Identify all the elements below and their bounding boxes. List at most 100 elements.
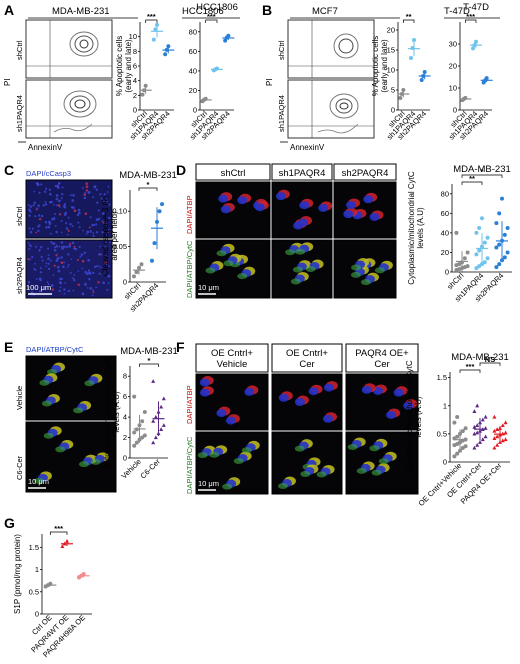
chart-d: 020406080shCtrlsh1PAQR4sh2PAQR4Cytoplasm… (407, 164, 512, 304)
y-tick-label: 20 (189, 86, 197, 95)
data-point (465, 250, 470, 255)
data-point (460, 429, 465, 434)
y-tick-label: 0 (123, 278, 127, 287)
data-point (143, 83, 148, 88)
data-point (454, 230, 459, 235)
y-tick-label: 10 (387, 66, 395, 75)
data-point (455, 451, 460, 456)
y-axis-label: Cleaved caspase-3 (%area per field) (101, 196, 119, 276)
panel-c-stain: DAPI/cCasp3 (26, 169, 71, 178)
chart-a2: 020406080shCtrlsh1PAQR4sh2PAQR4HCC1806**… (188, 2, 238, 142)
panel-b-label: B (262, 2, 272, 18)
y-tick-label: 30 (449, 40, 457, 49)
data-point (422, 70, 427, 74)
panel-f-row1: DAPI/ATBP (185, 385, 194, 424)
y-tick-label: 6 (133, 62, 137, 71)
panel-c-label: C (4, 162, 14, 178)
panel-d-cells (205, 189, 393, 286)
significance-bracket (479, 362, 501, 366)
data-point (152, 241, 157, 246)
data-point (500, 423, 505, 428)
panel-a-row2: sh1PAQR4 (15, 95, 24, 132)
y-tick-label: 10 (449, 84, 457, 93)
data-point (495, 442, 500, 447)
y-tick-label: 4 (133, 76, 137, 85)
data-point (465, 264, 470, 269)
panel-f-row2: DAPI/ATBP/CytC (185, 436, 194, 494)
y-tick-label: 0 (193, 106, 197, 115)
panel-b-flow-title: MCF7 (312, 6, 338, 17)
x-tick-label: C6-Cer (138, 457, 162, 481)
data-point (500, 196, 504, 201)
data-point (134, 440, 139, 445)
chart-title: MDA-MB-231 (119, 170, 177, 181)
data-point (151, 379, 156, 383)
data-point (500, 438, 505, 443)
data-point (492, 414, 497, 419)
data-point (492, 445, 497, 450)
data-point (226, 33, 231, 38)
data-point (463, 444, 468, 449)
panel-c-speckles (26, 182, 111, 297)
y-axis-label: S1P (pmol/mg protein) (13, 534, 22, 614)
data-point (132, 430, 137, 435)
data-point (419, 78, 424, 82)
data-point (398, 96, 403, 100)
panel-b-flow-ylabel: PI (265, 78, 274, 86)
data-point (166, 44, 171, 49)
data-point (505, 226, 510, 230)
data-point (502, 255, 507, 260)
panel-b-plot2-title: T-47D (444, 6, 470, 17)
data-point (475, 430, 480, 435)
y-tick-label: 0 (445, 268, 449, 277)
significance-bracket (49, 531, 68, 535)
data-point (472, 409, 477, 413)
panel-d-col3: sh2PAQR4 (342, 168, 389, 179)
data-point (477, 226, 482, 230)
data-point (485, 235, 490, 240)
significance-label: * (147, 180, 150, 189)
data-point (161, 396, 166, 401)
significance-label: NS (485, 355, 495, 364)
y-tick-label: 0 (453, 106, 457, 115)
panel-d-row2: DAPI/ATBP/CytC (185, 240, 194, 298)
data-point (155, 22, 159, 27)
panel-d-label: D (176, 162, 186, 178)
panel-c-row1: shCtrl (15, 206, 24, 226)
data-point (140, 92, 145, 97)
panel-f-cells (197, 376, 418, 490)
panel-f-label: F (176, 339, 185, 355)
y-tick-label: 0.5 (29, 587, 39, 596)
y-tick-label: 1 (443, 401, 447, 410)
data-point (134, 270, 139, 275)
panel-f-col-headers (195, 343, 419, 373)
data-point (497, 211, 502, 216)
data-point (474, 266, 479, 271)
data-point (503, 420, 508, 425)
data-point (139, 262, 144, 267)
y-tick-label: 80 (189, 27, 197, 36)
data-point (492, 436, 497, 440)
data-point (159, 404, 164, 409)
panel-a-flow-ylabel: PI (3, 78, 12, 86)
data-point (463, 426, 468, 431)
panel-a-flow-title: MDA-MB-231 (52, 6, 110, 17)
significance-label: *** (207, 12, 216, 21)
y-tick-label: 60 (189, 47, 197, 56)
panel-a-plot2-title: HCC1806 (182, 6, 224, 17)
panel-b-flow-xlabel: AnnexinV (290, 143, 325, 152)
data-point (452, 420, 457, 425)
y-axis-label: Cytoplasmic/mitochondrial CytClevels (A.… (405, 360, 423, 474)
panel-e-stain: DAPI/ATBP/CytC (26, 345, 84, 354)
data-point (472, 431, 477, 436)
data-point (471, 46, 476, 51)
data-point (482, 240, 487, 245)
data-point (409, 56, 414, 60)
data-point (474, 252, 479, 257)
data-point (478, 440, 482, 444)
data-point (132, 443, 137, 448)
data-point (153, 414, 158, 419)
y-tick-label: 0 (123, 454, 127, 463)
panel-f-col3: PAQR4 OE+ Cer (355, 348, 409, 370)
